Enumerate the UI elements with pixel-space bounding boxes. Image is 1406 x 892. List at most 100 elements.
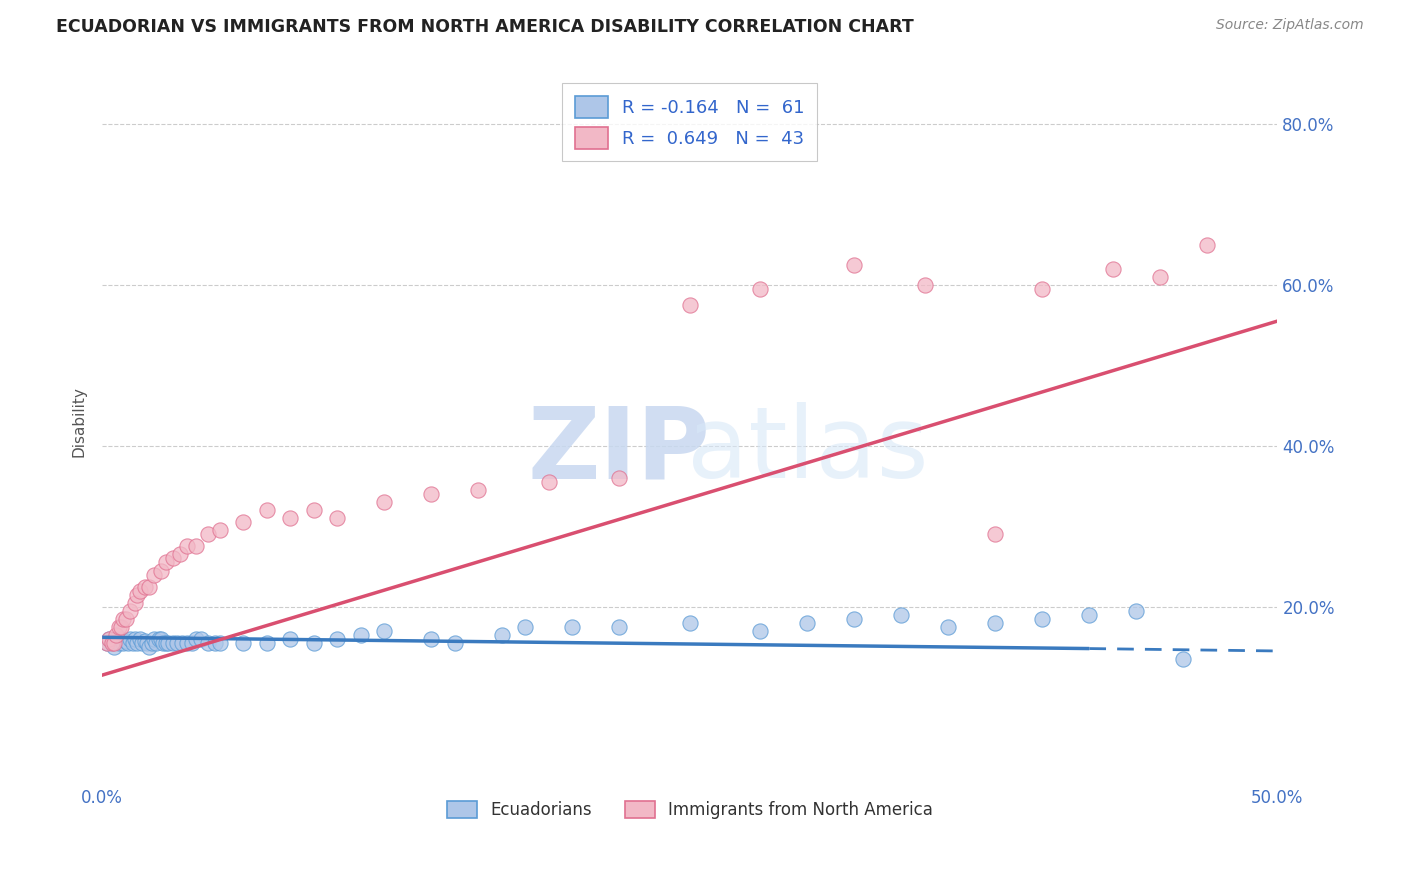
Point — [148, 632, 170, 646]
Point — [176, 636, 198, 650]
Point — [142, 567, 165, 582]
Point — [155, 556, 177, 570]
Point — [984, 615, 1007, 630]
Point — [561, 620, 583, 634]
Point — [1031, 612, 1053, 626]
Point — [128, 632, 150, 646]
Point — [844, 612, 866, 626]
Point — [107, 620, 129, 634]
Point — [135, 636, 157, 650]
Point — [796, 615, 818, 630]
Point — [169, 548, 191, 562]
Point — [1078, 607, 1101, 622]
Point — [515, 620, 537, 634]
Point — [110, 632, 132, 646]
Point — [350, 628, 373, 642]
Point — [96, 636, 118, 650]
Point — [107, 636, 129, 650]
Point — [1149, 269, 1171, 284]
Point — [120, 604, 142, 618]
Point — [1125, 604, 1147, 618]
Point — [204, 636, 226, 650]
Point — [124, 632, 146, 646]
Point — [134, 633, 156, 648]
Point — [114, 612, 136, 626]
Legend: Ecuadorians, Immigrants from North America: Ecuadorians, Immigrants from North Ameri… — [440, 795, 939, 826]
Point — [145, 636, 167, 650]
Point — [103, 636, 125, 650]
Point — [537, 475, 560, 489]
Point — [98, 632, 121, 646]
Point — [100, 636, 122, 650]
Point — [232, 636, 254, 650]
Text: ZIP: ZIP — [527, 402, 710, 500]
Point — [197, 636, 219, 650]
Point — [180, 636, 202, 650]
Point — [186, 540, 208, 554]
Point — [373, 624, 395, 638]
Point — [936, 620, 959, 634]
Point — [749, 624, 772, 638]
Point — [326, 511, 349, 525]
Point — [128, 583, 150, 598]
Point — [155, 636, 177, 650]
Point — [232, 515, 254, 529]
Point — [96, 636, 118, 650]
Point — [157, 636, 180, 650]
Point — [112, 612, 135, 626]
Point — [467, 483, 489, 497]
Point — [172, 636, 194, 650]
Point — [120, 632, 142, 646]
Point — [302, 503, 325, 517]
Point — [679, 298, 702, 312]
Point — [186, 632, 208, 646]
Point — [110, 620, 132, 634]
Point — [420, 487, 443, 501]
Point — [138, 640, 160, 654]
Point — [278, 632, 301, 646]
Point — [679, 615, 702, 630]
Point — [1173, 652, 1195, 666]
Y-axis label: Disability: Disability — [72, 386, 86, 457]
Point — [443, 636, 465, 650]
Point — [117, 636, 139, 650]
Point — [373, 495, 395, 509]
Text: ECUADORIAN VS IMMIGRANTS FROM NORTH AMERICA DISABILITY CORRELATION CHART: ECUADORIAN VS IMMIGRANTS FROM NORTH AMER… — [56, 18, 914, 36]
Point — [278, 511, 301, 525]
Text: Source: ZipAtlas.com: Source: ZipAtlas.com — [1216, 18, 1364, 32]
Point — [176, 540, 198, 554]
Point — [749, 282, 772, 296]
Point — [844, 258, 866, 272]
Point — [607, 620, 630, 634]
Point — [491, 628, 513, 642]
Point — [256, 636, 278, 650]
Point — [152, 636, 174, 650]
Point — [302, 636, 325, 650]
Point — [162, 551, 184, 566]
Point — [138, 580, 160, 594]
Point — [105, 632, 128, 646]
Point — [121, 636, 143, 650]
Point — [208, 636, 231, 650]
Point — [190, 632, 212, 646]
Point — [149, 564, 172, 578]
Point — [98, 632, 121, 646]
Point — [1195, 237, 1218, 252]
Point — [114, 633, 136, 648]
Point — [914, 277, 936, 292]
Point — [142, 632, 165, 646]
Point — [984, 527, 1007, 541]
Point — [124, 596, 146, 610]
Point — [127, 588, 149, 602]
Point — [100, 636, 122, 650]
Point — [607, 471, 630, 485]
Point — [149, 632, 172, 646]
Point — [112, 636, 135, 650]
Point — [208, 523, 231, 537]
Point — [326, 632, 349, 646]
Point — [162, 636, 184, 650]
Point — [127, 636, 149, 650]
Point — [105, 628, 128, 642]
Point — [141, 636, 163, 650]
Point — [1102, 261, 1125, 276]
